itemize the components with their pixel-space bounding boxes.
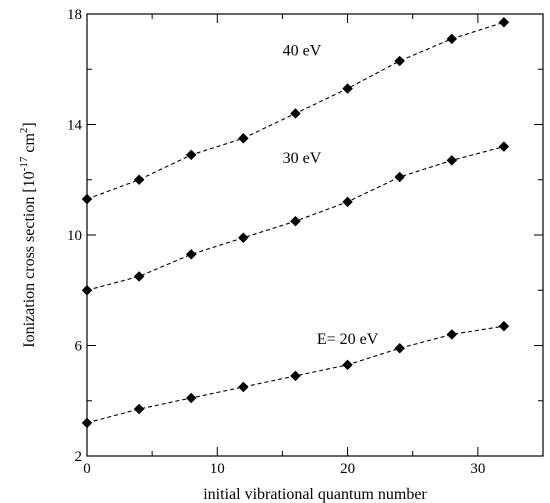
axis-ticks (86, 13, 543, 457)
series-3 (81, 16, 510, 205)
x-tick-label: 0 (83, 461, 91, 477)
data-point (81, 417, 93, 429)
data-point (185, 149, 197, 161)
axis-tick-labels: 0 10 20 30 2 6 10 14 18 (67, 7, 485, 477)
series-layer (81, 16, 510, 429)
data-point (342, 359, 353, 371)
series-2 (81, 141, 510, 296)
x-tick-label: 10 (210, 461, 225, 477)
series-label: 40 eV (283, 42, 322, 59)
y-axis-label-exponent2: 2 (18, 128, 30, 134)
data-point (237, 132, 249, 144)
y-axis-label-main: Ionization cross section [10 (21, 171, 38, 347)
data-point (133, 403, 145, 415)
y-axis-label-exponent: -17 (18, 156, 30, 171)
x-tick-label: 30 (470, 461, 485, 477)
data-point (394, 55, 406, 67)
data-point (81, 193, 93, 205)
plot-frame (86, 13, 544, 457)
y-tick-label: 10 (67, 228, 82, 244)
x-tick-label: 20 (340, 461, 355, 477)
data-point (237, 381, 249, 393)
data-point (446, 329, 458, 340)
series-1 (81, 320, 510, 429)
y-axis-label-close: ] (21, 122, 38, 127)
data-point (446, 155, 458, 166)
data-point (133, 271, 145, 282)
data-point (81, 284, 93, 296)
data-point (133, 174, 145, 186)
y-tick-label: 6 (75, 339, 83, 355)
series-label: E= 20 eV (317, 331, 379, 348)
data-point (498, 141, 510, 152)
data-point (394, 171, 406, 183)
data-point (342, 83, 353, 94)
data-point (290, 370, 301, 382)
x-axis-label: initial vibrational quantum number (203, 486, 427, 503)
data-point (498, 16, 510, 28)
data-point (394, 342, 406, 354)
data-point (185, 248, 197, 260)
y-axis-label: Ionization cross section [10-17 cm2] (18, 122, 38, 347)
data-point (498, 320, 510, 332)
data-point (237, 232, 249, 244)
y-axis-label-unit: cm (21, 133, 38, 157)
series-annotations: E= 20 eV 30 eV 40 eV (283, 42, 379, 348)
data-point (446, 33, 458, 45)
data-point (290, 215, 301, 227)
y-tick-label: 18 (67, 7, 82, 23)
y-tick-label: 2 (75, 449, 83, 465)
y-tick-label: 14 (67, 118, 83, 134)
plot-border (86, 13, 544, 457)
data-point (185, 392, 197, 404)
data-point (290, 108, 301, 119)
series-label: 30 eV (283, 150, 322, 167)
data-point (342, 196, 353, 208)
